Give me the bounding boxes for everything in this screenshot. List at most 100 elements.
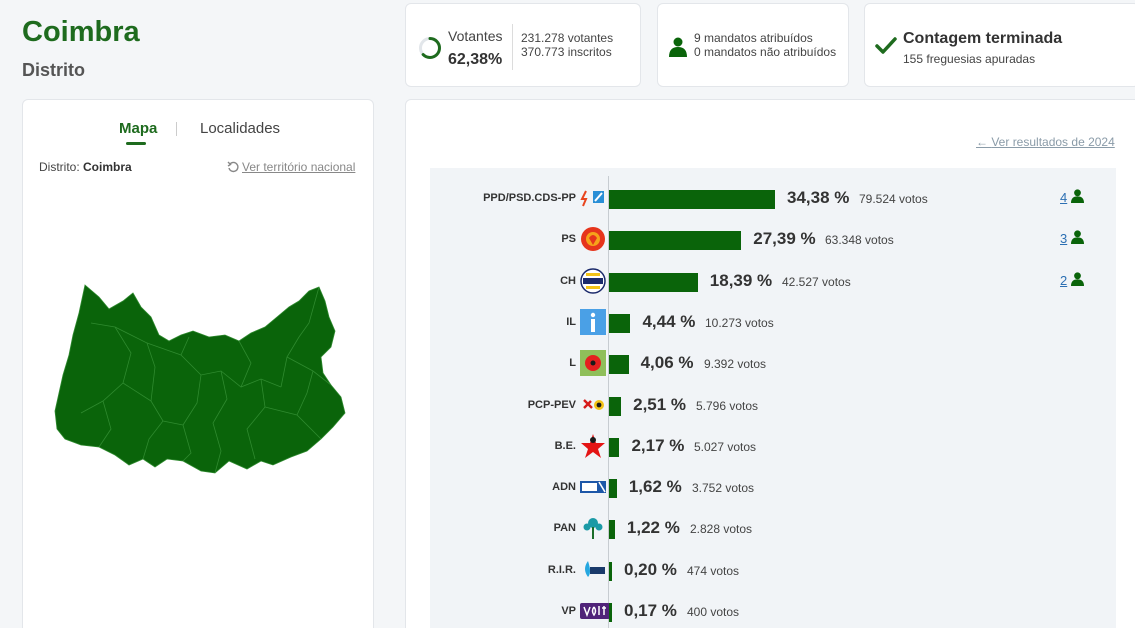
party-row[interactable]: PCP-PEV 2,51 % 5.796 votos (430, 389, 1116, 423)
party-row[interactable]: L 4,06 % 9.392 votos (430, 347, 1116, 381)
votantes-label: Votantes (448, 28, 503, 44)
party-name: VP (561, 605, 576, 617)
votantes-count: 231.278 votantes (521, 31, 614, 45)
ad-logo (580, 185, 606, 211)
seats-count: 3 (1060, 231, 1068, 247)
vote-percentage: 1,62 % (628, 477, 682, 497)
distrito-label: Distrito: (39, 160, 80, 174)
be-logo (580, 433, 606, 459)
vote-bar (609, 313, 631, 333)
party-row[interactable]: PAN 1,22 % 2.828 votos (430, 512, 1116, 546)
vote-bar (609, 355, 629, 375)
tab-mapa[interactable]: Mapa (119, 120, 158, 137)
vote-count: 474 votos (687, 563, 740, 578)
pan-logo (580, 515, 606, 541)
vote-bar (609, 603, 612, 622)
vote-bar (609, 231, 742, 251)
vote-bar (609, 561, 612, 581)
votantes-pct: 62,38% (448, 51, 503, 68)
vote-count: 42.527 votos (782, 274, 851, 289)
vote-bar (609, 272, 698, 292)
vote-percentage: 4,06 % (640, 353, 694, 373)
volt-logo (580, 598, 610, 624)
municipality-borders (80, 286, 332, 474)
vote-percentage: 34,38 % (787, 188, 850, 207)
il-logo (580, 308, 606, 335)
vote-bar (609, 520, 615, 540)
ver-resultados-2024-link[interactable]: ← Ver resultados de 2024 (976, 135, 1115, 149)
ver-territorio-label: Ver território nacional (242, 160, 356, 174)
arrow-left-icon: ← (976, 135, 988, 149)
mandatos-card: 9 mandatos atribuídos 0 mandatos não atr… (657, 3, 849, 87)
party-name: PAN (553, 522, 576, 535)
votantes-card: Votantes 62,38% 231.278 votantes 370.773… (405, 3, 641, 87)
vote-percentage: 2,51 % (633, 394, 687, 414)
party-row[interactable]: IL 4,44 % 10.273 votos (430, 306, 1116, 340)
mandatos-atribuidos: 9 mandatos atribuídos (694, 31, 813, 45)
district-map[interactable] (51, 283, 347, 478)
party-name: IL (566, 315, 576, 328)
party-name: R.I.R. (547, 563, 576, 576)
party-row[interactable]: R.I.R. 0,20 % 474 votos (430, 554, 1116, 588)
mandatos-nao-atribuidos: 0 mandatos não atribuídos (694, 45, 837, 59)
vote-percentage: 0,17 % (624, 601, 677, 620)
vote-percentage: 2,17 % (631, 435, 685, 455)
livre-logo (580, 350, 606, 377)
party-row[interactable]: ADN 1,62 % 3.752 votos (430, 471, 1116, 505)
inscritos-count: 370.773 inscritos (521, 45, 612, 59)
vote-count: 2.828 votos (690, 522, 753, 537)
vote-bar (609, 190, 775, 209)
seats-count: 4 (1060, 190, 1068, 205)
vote-percentage: 18,39 % (709, 270, 773, 290)
undo-icon (227, 161, 239, 173)
tab-separator (176, 122, 177, 136)
chart-axis (608, 176, 609, 628)
tab-localidades[interactable]: Localidades (200, 120, 281, 137)
page-subtitle: Distrito (22, 60, 85, 80)
chega-logo (580, 267, 606, 294)
party-name: L (569, 357, 576, 370)
party-row[interactable]: B.E. 2,17 % 5.027 votos (430, 430, 1116, 464)
vote-percentage: 0,20 % (624, 559, 677, 579)
seats-link[interactable]: 3 (1060, 230, 1085, 247)
check-icon (875, 37, 897, 54)
party-name: PS (561, 233, 576, 246)
vote-percentage: 27,39 % (753, 229, 816, 249)
divider (512, 24, 513, 70)
vote-count: 5.027 votos (694, 439, 757, 454)
cdu-logo (580, 392, 606, 418)
rir-logo (580, 557, 606, 583)
vote-count: 10.273 votos (705, 315, 774, 330)
distrito-value: Coimbra (83, 160, 132, 174)
person-icon (1071, 271, 1085, 289)
party-row[interactable]: PS 27,39 % 63.348 votos 3 (430, 223, 1116, 257)
page-title: Coimbra (22, 16, 140, 48)
party-name: ADN (552, 481, 576, 494)
party-name: CH (560, 274, 576, 287)
vote-count: 63.348 votos (825, 233, 894, 248)
vote-percentage: 4,44 % (642, 311, 696, 331)
vote-bar (609, 396, 622, 416)
district-map-shape[interactable] (54, 284, 346, 474)
freguesias-apuradas: 155 freguesias apuradas (903, 52, 1036, 66)
vote-bar (609, 437, 620, 457)
vote-percentage: 1,22 % (626, 518, 680, 538)
person-icon (1071, 230, 1085, 247)
party-name: B.E. (554, 439, 576, 452)
seats-link[interactable]: 4 (1060, 189, 1085, 206)
party-name: PPD/PSD.CDS-PP (483, 192, 576, 204)
party-name: PCP-PEV (527, 398, 576, 411)
person-icon (669, 37, 687, 57)
party-row[interactable]: CH 18,39 % 42.527 votos 2 (430, 265, 1116, 299)
adn-logo (580, 474, 606, 500)
turnout-ring-icon (419, 37, 441, 59)
party-row[interactable]: VP 0,17 % 400 votos (430, 595, 1116, 628)
ver-territorio-link[interactable]: Ver território nacional (227, 160, 355, 174)
active-tab-indicator (126, 142, 146, 145)
vote-count: 400 votos (687, 605, 740, 619)
seats-count: 2 (1060, 272, 1068, 288)
party-row[interactable]: PPD/PSD.CDS-PP 34,38 % 79.524 votos 4 (430, 182, 1116, 216)
seats-link[interactable]: 2 (1060, 271, 1085, 289)
contagem-title: Contagem terminada (903, 30, 1063, 47)
contagem-card: Contagem terminada 155 freguesias apurad… (864, 3, 1135, 87)
